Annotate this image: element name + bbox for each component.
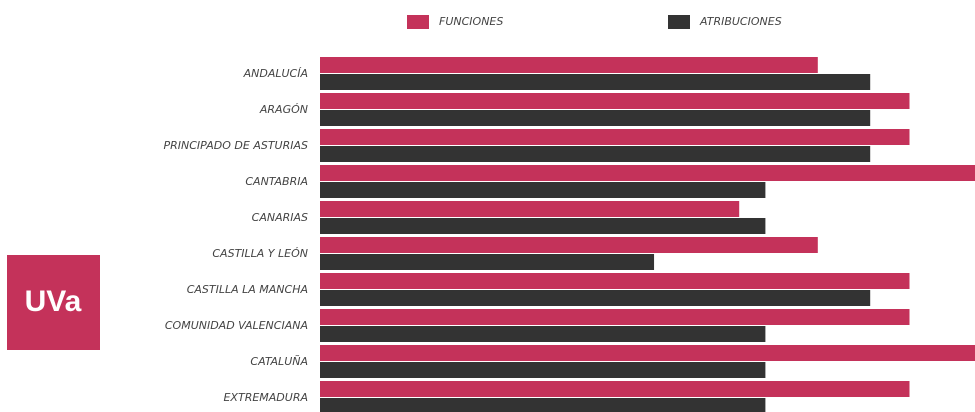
y-tick-label: EXTREMADURA (223, 391, 308, 404)
bar (320, 74, 871, 90)
bar (320, 57, 818, 73)
y-tick-label: CASTILLA Y LEÓN (212, 247, 308, 260)
bar (320, 273, 910, 289)
y-tick-label: COMUNIDAD VALENCIANA (165, 319, 308, 332)
logo-box (7, 255, 100, 350)
bar (320, 398, 766, 412)
y-tick-label: ARAGÓN (259, 103, 308, 116)
bar (320, 146, 871, 162)
bar (320, 326, 766, 342)
legend-label: FUNCIONES (439, 15, 503, 28)
bar (320, 165, 975, 181)
bar (320, 362, 766, 378)
y-tick-label: CASTILLA LA MANCHA (187, 283, 308, 296)
bar (320, 201, 740, 217)
bar (320, 345, 975, 361)
bar (320, 254, 655, 270)
bar (320, 110, 871, 126)
bar (320, 129, 910, 145)
legend-swatch (668, 15, 690, 29)
legend-swatch (407, 15, 429, 29)
bar (320, 309, 910, 325)
y-tick-label: PRINCIPADO DE ASTURIAS (164, 139, 309, 152)
logo-text: UVa (25, 285, 82, 318)
y-tick-label: CANARIAS (252, 211, 308, 224)
y-tick-label: CANTABRIA (245, 175, 308, 188)
bar (320, 93, 910, 109)
bar (320, 237, 818, 253)
legend-label: ATRIBUCIONES (699, 15, 782, 28)
bar (320, 182, 766, 198)
y-tick-label: ANDALUCÍA (243, 67, 308, 80)
y-tick-label: CATALUÑA (250, 355, 308, 368)
bar (320, 218, 766, 234)
bar (320, 290, 871, 306)
bar (320, 381, 910, 397)
